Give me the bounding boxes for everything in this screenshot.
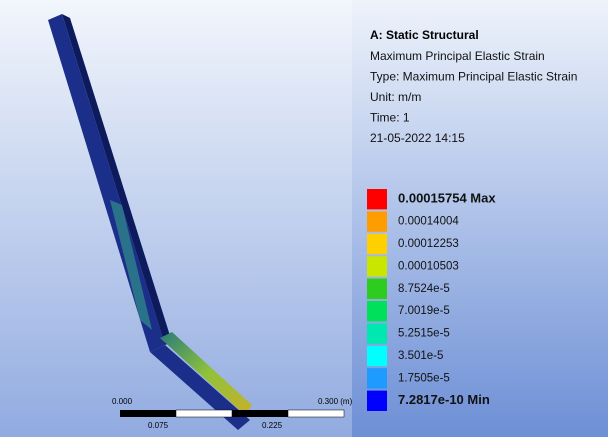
scale-segment — [120, 410, 176, 417]
legend-label: 5.2515e-5 — [398, 328, 450, 340]
legend-label: 3.501e-5 — [398, 350, 443, 362]
scale-label: 0.225 — [262, 421, 283, 430]
legend-swatch — [367, 368, 387, 388]
legend-label: 7.2817e-10 Min — [398, 392, 490, 407]
scale-segment — [176, 410, 232, 417]
scale-segment — [232, 410, 288, 417]
legend-swatch — [367, 211, 387, 231]
scale-label: 0.300 (m) — [318, 397, 353, 406]
legend-swatch — [367, 189, 387, 209]
legend-label: 0.00014004 — [398, 216, 459, 228]
header-line: Unit: m/m — [370, 90, 421, 104]
legend-swatch — [367, 323, 387, 343]
legend-swatch — [367, 391, 387, 411]
scale-label: 0.075 — [148, 421, 169, 430]
page: 0.000 0.300 (m) 0.075 0.225 A: Static St… — [0, 0, 608, 437]
viewport: 0.000 0.300 (m) 0.075 0.225 A: Static St… — [0, 0, 608, 437]
result-title: A: Static Structural — [370, 28, 479, 42]
header-line: 21-05-2022 14:15 — [370, 131, 465, 145]
legend-swatch — [367, 256, 387, 276]
legend-label: 1.7505e-5 — [398, 372, 450, 384]
header-line: Type: Maximum Principal Elastic Strain — [370, 70, 577, 84]
scale-segment — [288, 410, 344, 417]
header-line: Time: 1 — [370, 111, 410, 125]
legend-swatch — [367, 346, 387, 366]
legend-swatch — [367, 301, 387, 321]
legend-label: 0.00012253 — [398, 238, 459, 250]
header-line: Maximum Principal Elastic Strain — [370, 49, 545, 63]
scale-label: 0.000 — [112, 397, 133, 406]
legend-label: 0.00015754 Max — [398, 191, 496, 206]
legend-swatch — [367, 234, 387, 254]
legend-swatch — [367, 279, 387, 299]
legend-label: 0.00010503 — [398, 260, 459, 272]
legend-label: 8.7524e-5 — [398, 283, 450, 295]
legend-label: 7.0019e-5 — [398, 305, 450, 317]
